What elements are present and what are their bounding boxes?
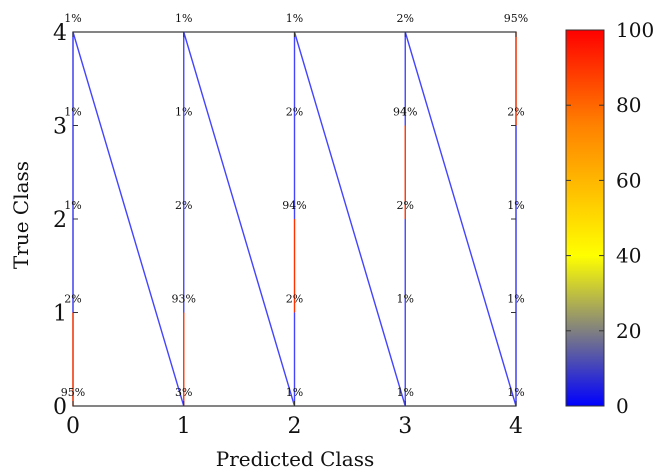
cell-value-label: 1% [175,12,192,25]
cell-value-label: 1% [397,293,414,306]
x-tick-label: 2 [288,414,302,439]
y-tick-label: 3 [53,115,67,140]
cell-value-label: 1% [507,386,524,399]
y-tick-label: 1 [53,302,67,327]
cell-value-label: 94% [282,199,306,212]
cell-value-label: 1% [64,12,81,25]
x-tick-label: 3 [398,414,412,439]
colorbar-tick-label: 40 [616,244,641,268]
colorbar-tick-label: 0 [616,394,629,418]
cell-value-label: 1% [397,386,414,399]
diagonal-connector [404,31,517,407]
diagonal-connector [293,31,406,407]
cell-value-label: 1% [286,12,303,25]
cell-value-label: 2% [175,199,192,212]
colorbar: 0 20 40 60 80 100 [565,18,654,418]
cell-value-label: 94% [393,106,417,119]
cell-value-label: 1% [64,106,81,119]
x-tick-label: 1 [177,414,191,439]
diagonal-connector [183,31,296,407]
cell-value-label: 1% [286,386,303,399]
y-tick-label: 4 [53,21,67,46]
cell-value-label: 2% [507,106,524,119]
cell-value-label: 1% [64,199,81,212]
cell-value-label: 2% [64,293,81,306]
colorbar-tick-label: 80 [616,93,641,117]
colorbar-tick-label: 60 [616,168,641,192]
x-tick-label: 4 [509,414,523,439]
y-axis-title: True Class [9,161,33,269]
cell-value-label: 93% [172,293,196,306]
cell-value-label: 95% [504,12,528,25]
cell-value-label: 2% [286,293,303,306]
cell-value-label: 3% [175,386,192,399]
cell-value-label: 2% [397,12,414,25]
x-axis-title: Predicted Class [216,447,374,470]
cell-value-label: 2% [286,106,303,119]
cell-value-label: 1% [175,106,192,119]
diagonal-connector [72,31,185,407]
cell-value-label: 1% [507,199,524,212]
cell-value-label: 1% [507,293,524,306]
colorbar-tick-label: 100 [616,18,654,42]
y-tick-label: 0 [53,395,67,420]
plot-area: 0 1 2 3 4 0 1 2 3 4 95% 3% 1% 1% 1% 2% 93% 2% 1% 1% 1% 2% 94% 2… [53,12,528,439]
colorbar-gradient [565,29,605,407]
cell-value-label: 95% [61,386,85,399]
x-tick-label: 0 [66,414,80,439]
cell-value-label: 2% [397,199,414,212]
y-tick-label: 2 [53,208,67,233]
colorbar-tick-label: 20 [616,319,641,343]
